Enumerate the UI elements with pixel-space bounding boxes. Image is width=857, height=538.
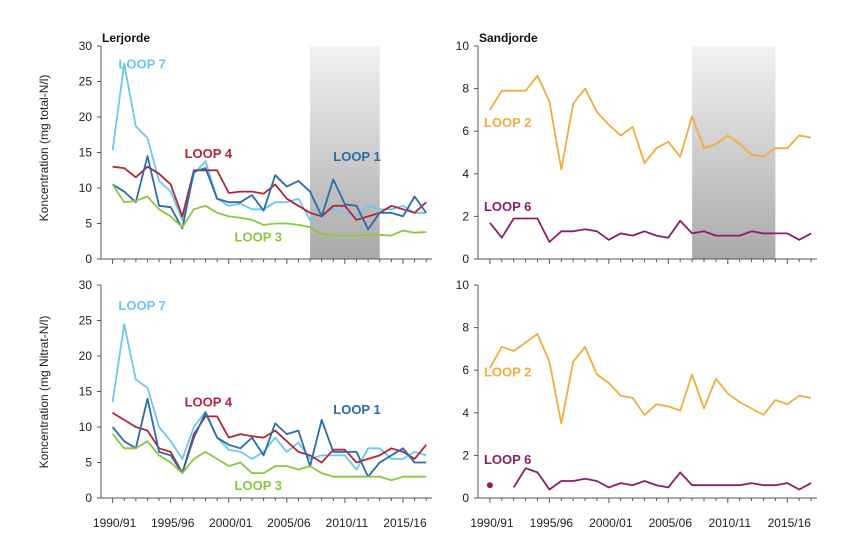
- series-line-loop-7: [111, 323, 427, 471]
- x-tick-label: 1995/96: [530, 516, 574, 530]
- panel-title: Lerjorde: [102, 31, 150, 45]
- panel-bl: 0 5 10 15 20 25 30 1990/91 1995/96 2000/01 2005/06…: [79, 278, 432, 530]
- series-label-loop-2: LOOP 2: [484, 115, 531, 130]
- series-line-loop-6: [489, 217, 812, 243]
- series-line-loop-4: [112, 165, 427, 221]
- panel-br: 0 2 4 6 8 10 1990/91 1995/96 2000/01 2005/06 2010/…: [456, 278, 817, 530]
- series-point-loop-6: [486, 482, 493, 489]
- y-tick-label: 0: [462, 252, 469, 266]
- y-tick-label: 20: [79, 110, 93, 124]
- y-tick-label: 15: [79, 146, 93, 160]
- x-tick-label: 1990/91: [93, 516, 137, 530]
- series-label-loop-1: LOOP 1: [333, 149, 380, 164]
- series-label-loop-6: LOOP 6: [484, 199, 531, 214]
- series-line-loop-6: [512, 467, 812, 491]
- x-tick-label: 2005/06: [649, 516, 693, 530]
- shaded-period: [692, 46, 776, 259]
- series-label-loop-7: LOOP 7: [118, 298, 165, 313]
- series-label-loop-1: LOOP 1: [333, 402, 380, 417]
- y-tick-label: 0: [462, 491, 469, 505]
- y-tick-label: 25: [79, 75, 93, 89]
- panel-tr: 0 2 4 6 8 10 Sandjorde LOOP 2 LOOP 6: [456, 31, 817, 266]
- y-tick-label: 2: [462, 448, 469, 462]
- x-tick-label: 2000/01: [209, 516, 253, 530]
- series-line-loop-4: [112, 412, 427, 475]
- y-tick-label: 5: [85, 456, 92, 470]
- series-line-loop-2: [489, 74, 812, 171]
- x-tick-label: 2000/01: [589, 516, 633, 530]
- series-label-loop-2: LOOP 2: [484, 365, 531, 380]
- y-tick-label: 10: [456, 39, 470, 53]
- series-line-loop-1: [112, 155, 427, 231]
- y-tick-label: 25: [79, 314, 93, 328]
- series-label-loop-3: LOOP 3: [235, 478, 282, 493]
- series-label-loop-7: LOOP 7: [118, 57, 165, 72]
- y-tick-label: 0: [85, 491, 92, 505]
- y-tick-label: 10: [79, 181, 93, 195]
- y-tick-label: 6: [462, 363, 469, 377]
- series-label-loop-6: LOOP 6: [484, 452, 531, 467]
- y-tick-label: 8: [462, 321, 469, 335]
- x-tick-label: 1995/96: [151, 516, 195, 530]
- y-tick-label: 10: [79, 420, 93, 434]
- x-tick-label: 2015/16: [383, 516, 427, 530]
- y-tick-label: 30: [79, 278, 93, 292]
- y-tick-label: 0: [85, 252, 92, 266]
- series-label-loop-4: LOOP 4: [185, 394, 233, 409]
- series-line-loop-1: [111, 397, 427, 478]
- y-tick-label: 4: [462, 167, 469, 181]
- bottom-y-axis-label: Koncentration (mg Nitrat-N/l): [37, 316, 51, 469]
- series-line-loop-7: [111, 62, 427, 221]
- y-tick-label: 10: [456, 278, 470, 292]
- y-tick-label: 20: [79, 349, 93, 363]
- shaded-period: [310, 46, 380, 259]
- x-tick-label: 2015/16: [768, 516, 812, 530]
- series-label-loop-3: LOOP 3: [235, 229, 282, 244]
- y-tick-label: 2: [462, 209, 469, 223]
- y-tick-label: 15: [79, 385, 93, 399]
- y-tick-label: 4: [462, 406, 469, 420]
- panel-tl: 0 5 10 15 20 25 30 Lerjorde LOOP 7 LOOP 4 LOOP 1 LO…: [79, 31, 432, 266]
- y-tick-label: 30: [79, 39, 93, 53]
- y-tick-label: 5: [85, 217, 92, 231]
- x-tick-label: 1990/91: [470, 516, 514, 530]
- x-tick-label: 2005/06: [267, 516, 311, 530]
- top-y-axis-label: Koncentration (mg total-N/l): [37, 75, 51, 222]
- x-tick-label: 2010/11: [709, 516, 752, 530]
- x-tick-label: 2010/11: [326, 516, 369, 530]
- series-line-loop-2: [489, 333, 812, 425]
- series-line-loop-3: [111, 433, 427, 482]
- y-tick-label: 8: [462, 82, 469, 96]
- y-tick-label: 6: [462, 124, 469, 138]
- series-label-loop-4: LOOP 4: [185, 146, 233, 161]
- panel-title: Sandjorde: [479, 31, 538, 45]
- series-line-loop-3: [111, 183, 427, 237]
